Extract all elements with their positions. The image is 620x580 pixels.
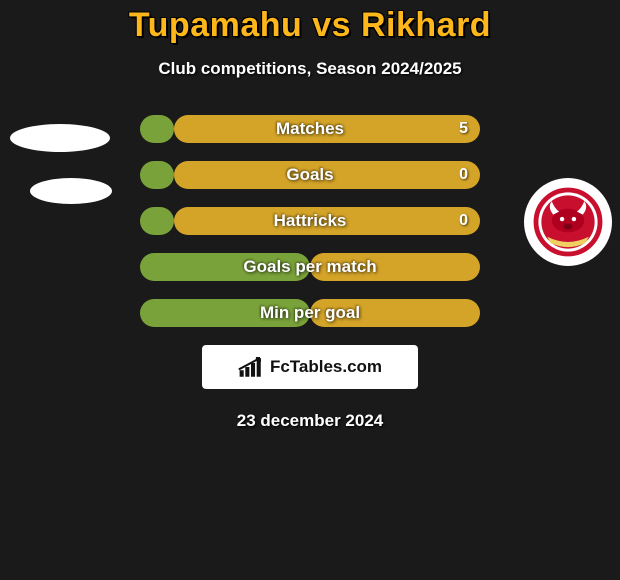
branding-text: FcTables.com xyxy=(270,357,382,377)
stat-row-matches: Matches 5 xyxy=(140,115,480,143)
stat-label: Matches xyxy=(276,119,344,139)
date-text: 23 december 2024 xyxy=(0,411,620,431)
stat-row-min-per-goal: Min per goal xyxy=(140,299,480,327)
stat-label: Min per goal xyxy=(260,303,360,323)
stat-bar-left xyxy=(140,207,174,235)
branding-badge: FcTables.com xyxy=(202,345,418,389)
stat-label: Goals xyxy=(286,165,333,185)
stat-row-goals: Goals 0 xyxy=(140,161,480,189)
stat-row-hattricks: Hattricks 0 xyxy=(140,207,480,235)
player-left-avatar-placeholder-1 xyxy=(10,124,110,152)
bars-rising-icon xyxy=(238,355,264,379)
stat-value-right: 0 xyxy=(459,161,468,189)
madura-united-crest-icon xyxy=(531,185,605,259)
player-left-avatar-placeholder-2 xyxy=(30,178,112,204)
stat-row-goals-per-match: Goals per match xyxy=(140,253,480,281)
stat-label: Goals per match xyxy=(243,257,376,277)
stat-bar-left xyxy=(140,161,174,189)
subtitle: Club competitions, Season 2024/2025 xyxy=(0,59,620,79)
comparison-infographic: Tupamahu vs Rikhard Club competitions, S… xyxy=(0,0,620,580)
player-right-club-crest xyxy=(524,178,612,266)
stat-bar-left xyxy=(140,115,174,143)
stat-value-right: 5 xyxy=(459,115,468,143)
stat-value-right: 0 xyxy=(459,207,468,235)
stat-label: Hattricks xyxy=(274,211,347,231)
page-title: Tupamahu vs Rikhard xyxy=(0,6,620,45)
